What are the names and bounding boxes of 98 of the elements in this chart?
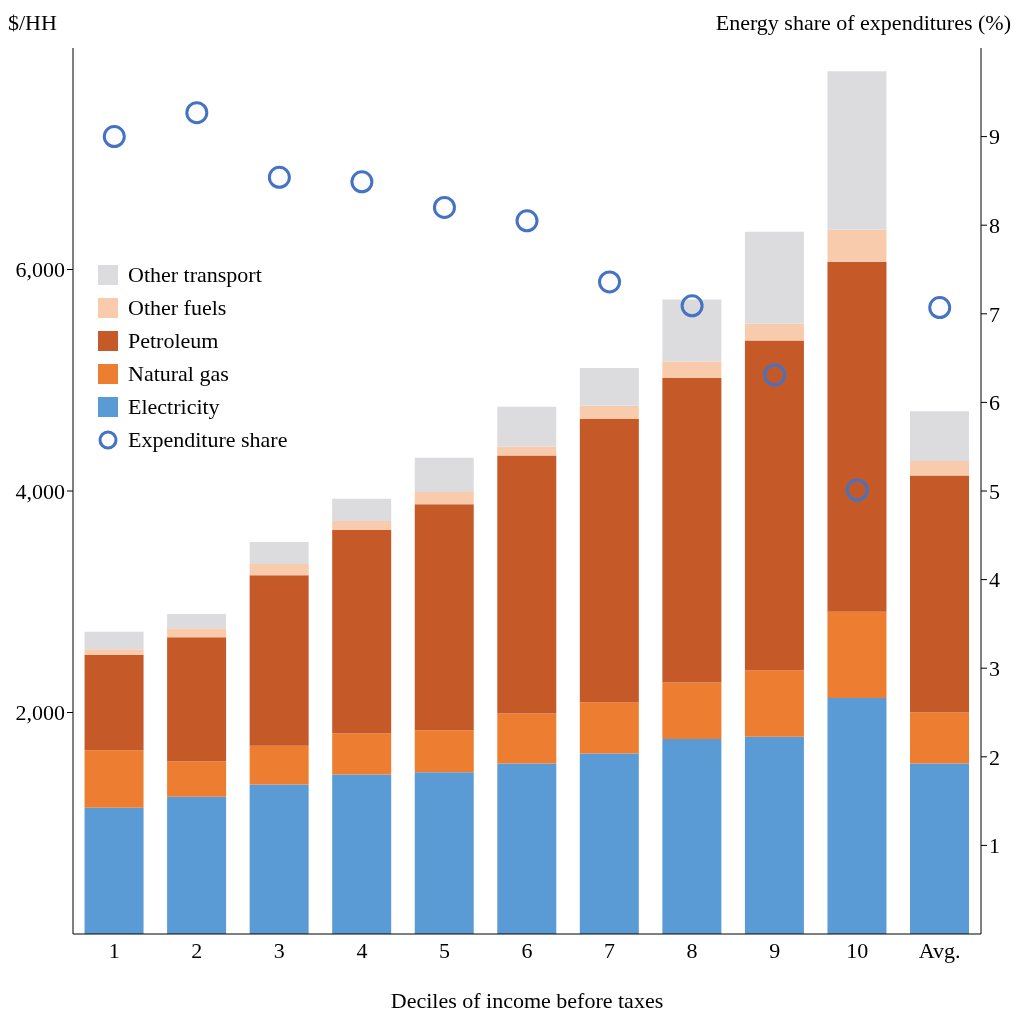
point (432, 195, 456, 219)
bar (249, 745, 309, 785)
point (598, 270, 622, 294)
x-tick-label: 6 (521, 937, 533, 963)
bar (249, 541, 309, 565)
x-tick-label: 10 (846, 937, 869, 963)
x-tick-label: 7 (604, 937, 616, 963)
bar (332, 733, 392, 775)
bar (497, 763, 557, 934)
bar (497, 406, 557, 447)
bar (167, 613, 227, 629)
point (680, 294, 704, 318)
bar (910, 763, 970, 934)
y-tick-label: 2,000 (15, 700, 65, 726)
bar (332, 520, 392, 530)
bar (662, 361, 722, 379)
y2-tick-label: 5 (989, 478, 1000, 504)
bar (497, 446, 557, 456)
bar (744, 323, 804, 341)
bar (249, 784, 309, 934)
x-tick-label: 9 (769, 937, 781, 963)
bar (662, 378, 722, 683)
bar (167, 796, 227, 934)
bar (249, 564, 309, 576)
x-tick-label: 8 (686, 937, 698, 963)
point (350, 170, 374, 194)
bar (744, 736, 804, 934)
bar (910, 475, 970, 713)
bar (662, 739, 722, 934)
bar (744, 340, 804, 671)
x-tick-label: 1 (108, 937, 120, 963)
bar (910, 461, 970, 476)
y-tick-label: 4,000 (15, 478, 65, 504)
bar (414, 492, 474, 505)
x-axis-title: Deciles of income before taxes (390, 988, 664, 1013)
y2-axis-title: Energy share of expenditures (%) (715, 10, 1011, 36)
point (515, 209, 539, 233)
y2-tick-label: 1 (989, 833, 1000, 859)
bar (579, 702, 639, 754)
bar (332, 529, 392, 734)
y2-tick-label: 8 (989, 213, 1000, 239)
point (102, 125, 126, 149)
bar (579, 405, 639, 420)
bar (579, 368, 639, 406)
x-tick-label: Avg. (918, 937, 961, 963)
x-tick-label: 5 (438, 937, 450, 963)
bar (497, 455, 557, 714)
bar (579, 419, 639, 703)
legend-label: Electricity (128, 393, 220, 421)
bar (910, 712, 970, 764)
y2-tick-label: 7 (989, 301, 1000, 327)
legend-label: Natural gas (128, 360, 229, 388)
bar (332, 774, 392, 934)
point (845, 478, 869, 502)
x-tick-label: 3 (273, 937, 285, 963)
point (185, 101, 209, 125)
bar (662, 299, 722, 362)
bar (84, 750, 144, 808)
bar (827, 71, 887, 230)
bar (744, 670, 804, 737)
bar (827, 611, 887, 699)
y2-tick-label: 2 (989, 744, 1000, 770)
bar (332, 498, 392, 521)
legend-label: Other transport (128, 261, 262, 289)
bar (84, 649, 144, 655)
bar (497, 713, 557, 764)
bar (84, 631, 144, 650)
bar (167, 637, 227, 762)
bar (744, 231, 804, 324)
legend-label: Expenditure share (128, 426, 288, 454)
bar (579, 753, 639, 934)
y-tick-label: 6,000 (15, 257, 65, 283)
bar (249, 575, 309, 746)
bar (662, 682, 722, 740)
bar (414, 457, 474, 493)
point (267, 165, 291, 189)
y-axis-title: $/HH (8, 10, 57, 36)
legend-label: Other fuels (128, 294, 227, 322)
bar (827, 698, 887, 934)
bar (910, 411, 970, 462)
x-tick-label: 4 (356, 937, 368, 963)
point (763, 363, 787, 387)
bar (84, 654, 144, 751)
y2-tick-label: 4 (989, 567, 1000, 593)
x-tick-label: 2 (191, 937, 203, 963)
bar (414, 730, 474, 773)
bar (167, 761, 227, 797)
bar (827, 261, 887, 612)
y2-tick-label: 9 (989, 124, 1000, 150)
y2-tick-label: 3 (989, 656, 1000, 682)
point (928, 296, 952, 320)
bar (414, 504, 474, 731)
y2-tick-label: 6 (989, 390, 1000, 416)
bar (414, 772, 474, 934)
legend-label: Petroleum (128, 327, 219, 355)
bar (167, 628, 227, 638)
bar (84, 807, 144, 934)
bar (827, 229, 887, 262)
